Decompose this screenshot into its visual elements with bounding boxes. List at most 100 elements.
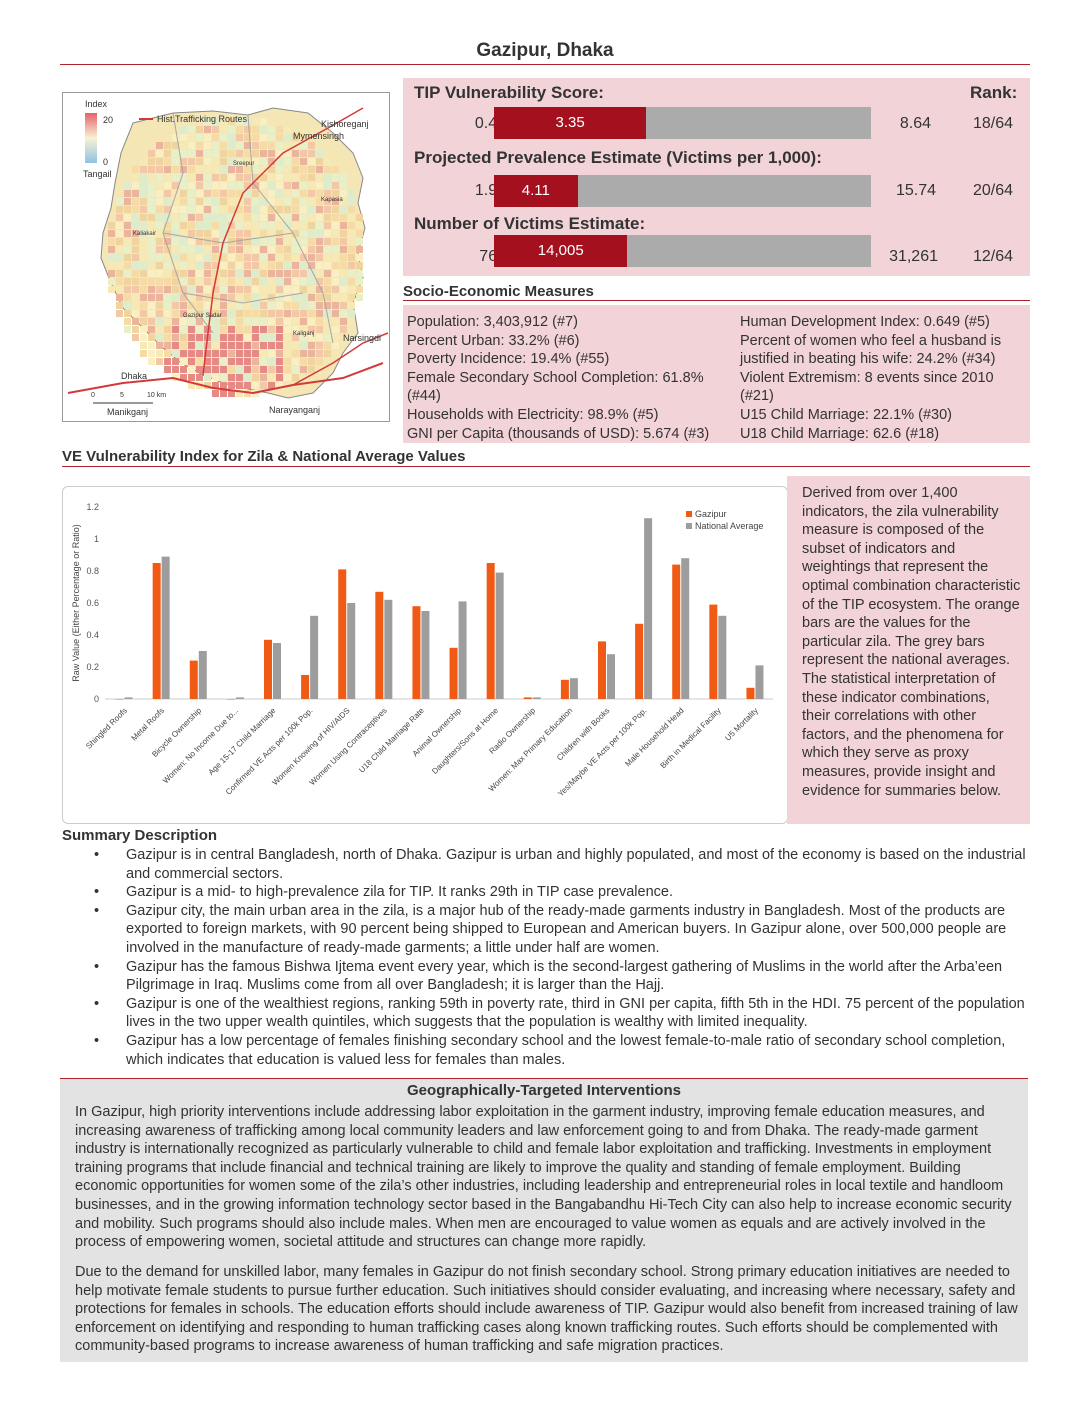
heat-cell bbox=[300, 222, 307, 229]
heat-cell bbox=[316, 238, 323, 245]
heat-cell bbox=[180, 166, 187, 173]
heat-cell bbox=[188, 342, 195, 349]
heat-cell bbox=[204, 230, 211, 237]
heat-cell bbox=[124, 206, 131, 213]
heat-cell bbox=[228, 294, 235, 301]
heat-cell bbox=[316, 342, 323, 349]
summary-item: • Gazipur is a mid- to high-prevalence zi… bbox=[94, 884, 673, 901]
heat-cell bbox=[324, 190, 331, 197]
map-svg: Index 20 0 Hist.Trafficking Routes Kisho… bbox=[67, 99, 389, 417]
heat-cell bbox=[316, 262, 323, 269]
heat-cell bbox=[220, 166, 227, 173]
heat-cell bbox=[308, 206, 315, 213]
bar-gazipur bbox=[226, 699, 235, 700]
heat-cell bbox=[164, 198, 171, 205]
heat-cell bbox=[228, 198, 235, 205]
heat-cell bbox=[268, 302, 275, 309]
summary-heading: Summary Description bbox=[62, 827, 218, 844]
heat-cell bbox=[212, 254, 219, 261]
prevalence-rank: 20/64 bbox=[972, 182, 1013, 199]
heat-cell bbox=[132, 222, 139, 229]
heat-cell bbox=[172, 238, 179, 245]
bar-gazipur bbox=[301, 675, 310, 699]
heat-cell bbox=[220, 326, 227, 333]
heat-cell bbox=[180, 190, 187, 197]
heat-cell bbox=[244, 150, 251, 157]
bar-gazipur bbox=[115, 699, 124, 700]
heat-cell bbox=[300, 278, 307, 285]
heat-cell bbox=[316, 214, 323, 221]
heat-cell bbox=[140, 262, 147, 269]
prevalence-max: 15.74 bbox=[895, 182, 936, 199]
heat-cell bbox=[164, 222, 171, 229]
heat-cell bbox=[260, 270, 267, 277]
heat-cell bbox=[300, 230, 307, 237]
heat-cell bbox=[300, 190, 307, 197]
heat-cell bbox=[340, 310, 347, 317]
bar-national bbox=[347, 603, 356, 699]
heat-cell bbox=[308, 358, 315, 365]
heat-cell bbox=[284, 278, 291, 285]
place-label: Kapasia bbox=[321, 197, 343, 203]
heat-cell bbox=[204, 198, 211, 205]
heat-cell bbox=[324, 222, 331, 229]
heat-cell bbox=[196, 326, 203, 333]
heat-cell bbox=[212, 214, 219, 221]
heat-cell bbox=[212, 350, 219, 357]
heat-cell bbox=[300, 214, 307, 221]
heat-cell bbox=[268, 270, 275, 277]
heat-cell bbox=[220, 342, 227, 349]
heat-cell bbox=[188, 142, 195, 149]
socio-item: Households with Electricity: 98.9% (#5) bbox=[407, 406, 659, 423]
heat-cell bbox=[132, 214, 139, 221]
bar-national bbox=[495, 572, 504, 699]
heat-cell bbox=[348, 222, 355, 229]
heat-cell bbox=[260, 150, 267, 157]
heat-cell bbox=[212, 198, 219, 205]
heat-cell bbox=[212, 310, 219, 317]
heat-cell bbox=[204, 382, 211, 389]
heat-cell bbox=[188, 358, 195, 365]
y-tick-label: 0.6 bbox=[86, 598, 99, 608]
heat-cell bbox=[308, 190, 315, 197]
heat-cell bbox=[164, 158, 171, 165]
heat-cell bbox=[228, 310, 235, 317]
heat-cell bbox=[236, 334, 243, 341]
heat-cell bbox=[260, 262, 267, 269]
heat-cell bbox=[196, 302, 203, 309]
heat-cell bbox=[204, 174, 211, 181]
heat-cell bbox=[148, 230, 155, 237]
heat-cell bbox=[284, 166, 291, 173]
heat-cell bbox=[124, 270, 131, 277]
heat-cell bbox=[236, 318, 243, 325]
heat-cell bbox=[308, 262, 315, 269]
heat-cell bbox=[244, 118, 251, 125]
heat-cell bbox=[220, 270, 227, 277]
heat-cell bbox=[220, 390, 227, 397]
heat-cell bbox=[228, 366, 235, 373]
bar-gazipur bbox=[598, 641, 606, 699]
heat-cell bbox=[148, 294, 155, 301]
rank-label: Rank: bbox=[970, 83, 1018, 102]
heat-cell bbox=[308, 342, 315, 349]
heat-cell bbox=[308, 158, 315, 165]
heat-cell bbox=[172, 318, 179, 325]
bar-gazipur bbox=[523, 697, 532, 699]
heat-cell bbox=[180, 142, 187, 149]
heat-cell bbox=[156, 278, 163, 285]
heat-cell bbox=[236, 182, 243, 189]
heat-cell bbox=[268, 126, 275, 133]
heat-cell bbox=[188, 294, 195, 301]
heat-cell bbox=[204, 246, 211, 253]
heat-cell bbox=[124, 294, 131, 301]
heat-cell bbox=[348, 310, 355, 317]
heat-cell bbox=[204, 206, 211, 213]
heat-cell bbox=[276, 366, 283, 373]
heat-cell bbox=[180, 310, 187, 317]
socio-left-column: Population: 3,403,912 (#7) Percent Urban… bbox=[407, 313, 732, 443]
heat-cell bbox=[196, 166, 203, 173]
heat-cell bbox=[268, 294, 275, 301]
heat-cell bbox=[356, 286, 363, 293]
heat-cell bbox=[156, 150, 163, 157]
heat-cell bbox=[212, 382, 219, 389]
